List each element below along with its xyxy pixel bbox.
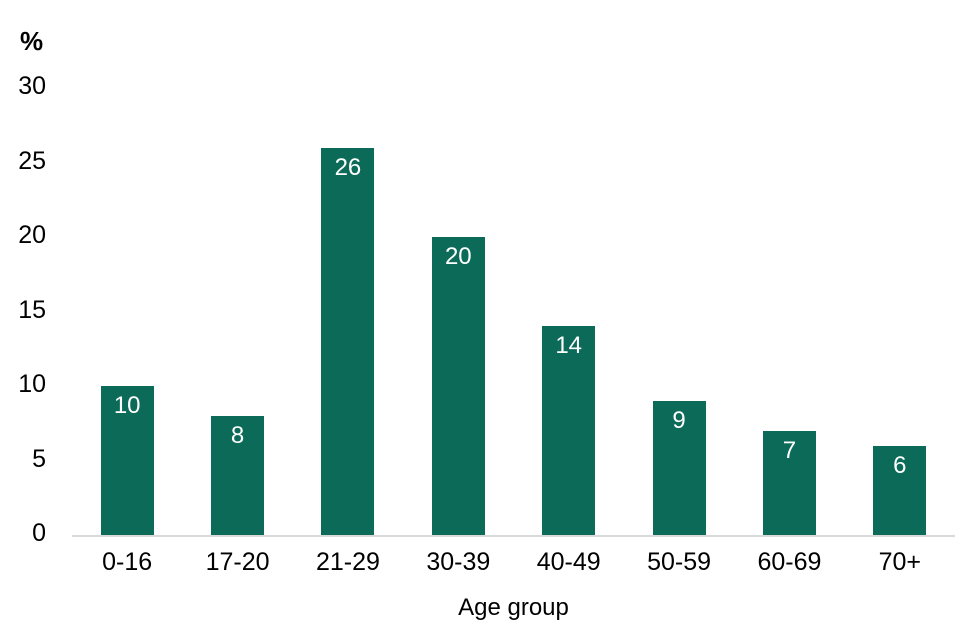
plot-area: 10 8 26 20 14 9 7 6 bbox=[72, 88, 955, 535]
bar-40-49: 14 bbox=[542, 326, 596, 535]
bar-slot: 6 bbox=[845, 88, 955, 535]
bar-60-69: 7 bbox=[762, 430, 816, 535]
bar-70+: 6 bbox=[873, 445, 927, 535]
bar-value-label: 10 bbox=[113, 392, 141, 419]
y-axis-unit-label: % bbox=[20, 26, 44, 56]
bar-slot: 20 bbox=[403, 88, 513, 535]
y-tick-label: 20 bbox=[18, 221, 46, 249]
y-tick-label: 0 bbox=[32, 519, 46, 547]
y-tick-label: 30 bbox=[18, 72, 46, 100]
bar-slot: 14 bbox=[514, 88, 624, 535]
x-tick-label: 17-20 bbox=[205, 548, 270, 576]
y-tick-label: 10 bbox=[18, 370, 46, 398]
bar-value-label: 9 bbox=[672, 406, 686, 434]
x-tick-label: 70+ bbox=[878, 548, 922, 576]
bar-slot: 10 bbox=[72, 88, 182, 535]
x-tick-label: 30-39 bbox=[426, 548, 491, 576]
x-axis-line bbox=[72, 535, 955, 537]
x-axis-ticks: 0-16 17-20 21-29 30-39 40-49 50-59 60-69 70+ bbox=[72, 548, 955, 576]
bar-value-label: 20 bbox=[444, 243, 472, 270]
y-tick-label: 5 bbox=[32, 444, 46, 473]
bar-slot: 9 bbox=[624, 88, 734, 535]
y-tick-label: 25 bbox=[18, 146, 46, 175]
x-axis-title: Age group bbox=[458, 594, 569, 621]
bar-50-59: 9 bbox=[652, 400, 706, 535]
bar-value-label: 26 bbox=[334, 153, 362, 181]
bar-slot: 8 bbox=[182, 88, 292, 535]
bar-slot: 26 bbox=[293, 88, 403, 535]
y-tick-label: 15 bbox=[18, 295, 46, 324]
bar-value-label: 6 bbox=[893, 451, 907, 479]
bar-slot: 7 bbox=[734, 88, 844, 535]
bar-value-label: 7 bbox=[782, 436, 797, 464]
x-tick-label: 0-16 bbox=[102, 548, 153, 576]
bar-value-label: 14 bbox=[555, 332, 583, 360]
x-tick-label: 21-29 bbox=[315, 548, 380, 576]
bar-21-29: 26 bbox=[321, 147, 375, 535]
x-tick-label: 60-69 bbox=[757, 548, 822, 576]
bar-17-20: 8 bbox=[211, 415, 265, 535]
x-tick-label: 40-49 bbox=[536, 548, 601, 576]
y-axis-ticks: 0 5 10 15 20 25 30 bbox=[0, 0, 46, 640]
x-tick-label: 50-59 bbox=[647, 548, 712, 576]
bar-0-16: 10 bbox=[100, 386, 154, 535]
bar-30-39: 20 bbox=[431, 237, 485, 535]
bar-value-label: 8 bbox=[230, 421, 245, 449]
